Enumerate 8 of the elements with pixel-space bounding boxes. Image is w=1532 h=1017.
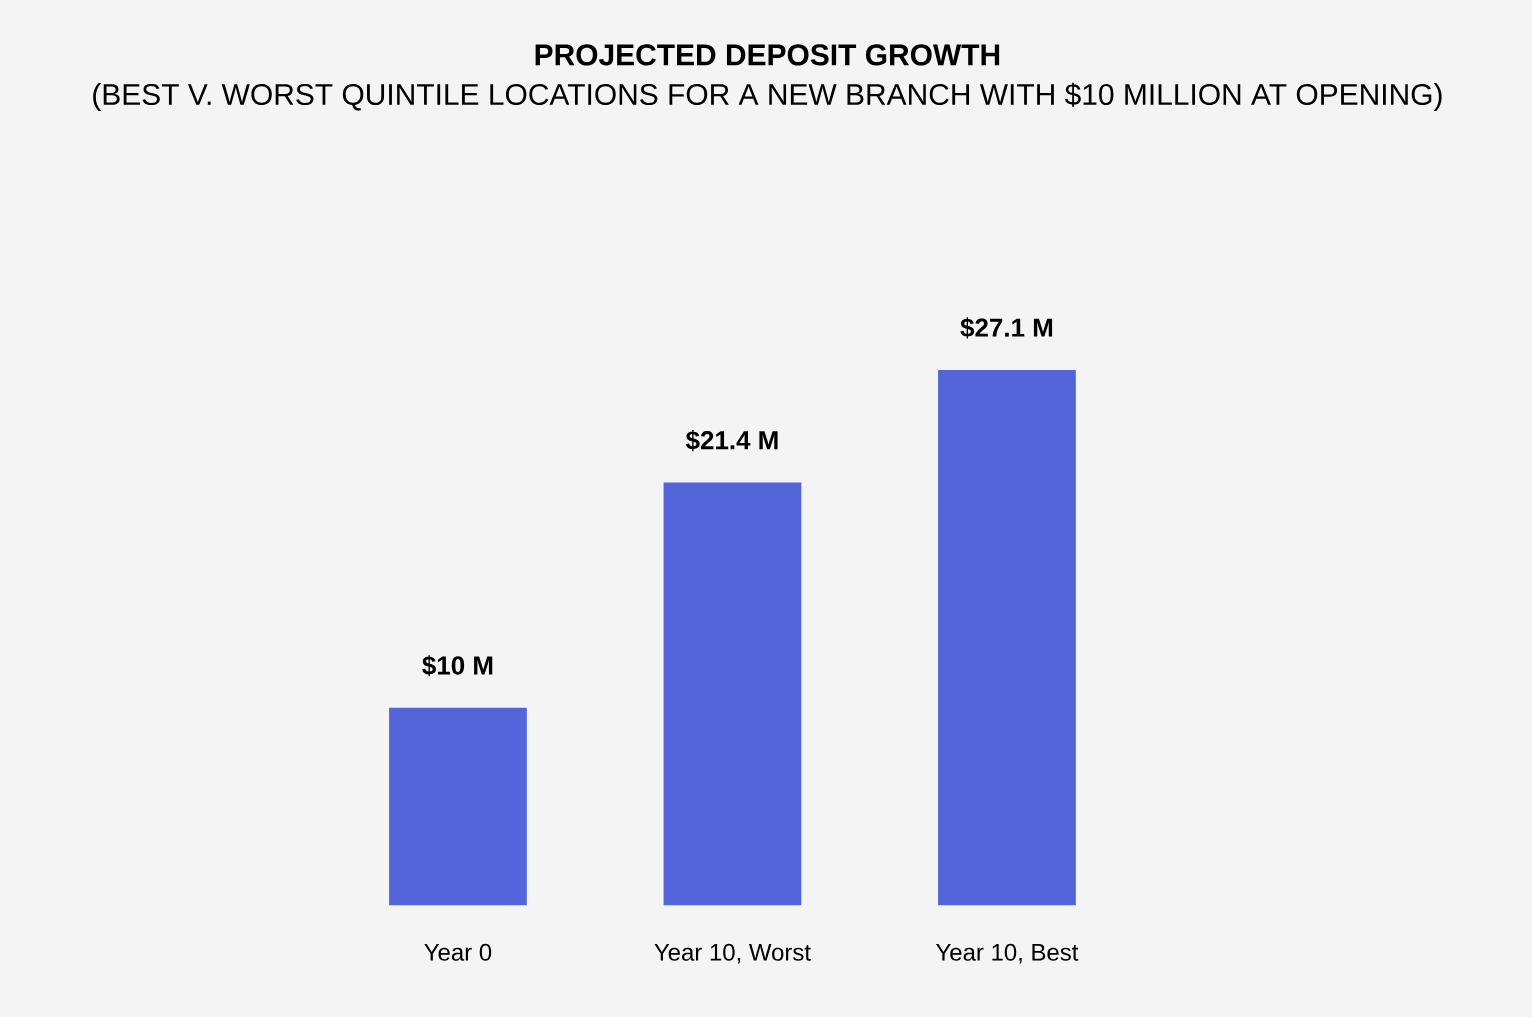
data-label: $27.1 M <box>960 317 1053 339</box>
chart-subtitle: (BEST V. WORST QUINTILE LOCATIONS FOR A NEW BRANCH WITH $10 MILLION AT OPENING) <box>93 82 1442 111</box>
data-label: $10 M <box>422 655 493 677</box>
x-tick-label: Year 10, Best <box>936 943 1079 964</box>
data-label: $21.4 M <box>685 429 778 452</box>
chart-title: PROJECTED DEPOSIT GROWTH <box>535 44 1000 66</box>
x-tick-label: Year 10, Worst <box>654 943 811 964</box>
x-tick-label: Year 0 <box>424 943 492 961</box>
